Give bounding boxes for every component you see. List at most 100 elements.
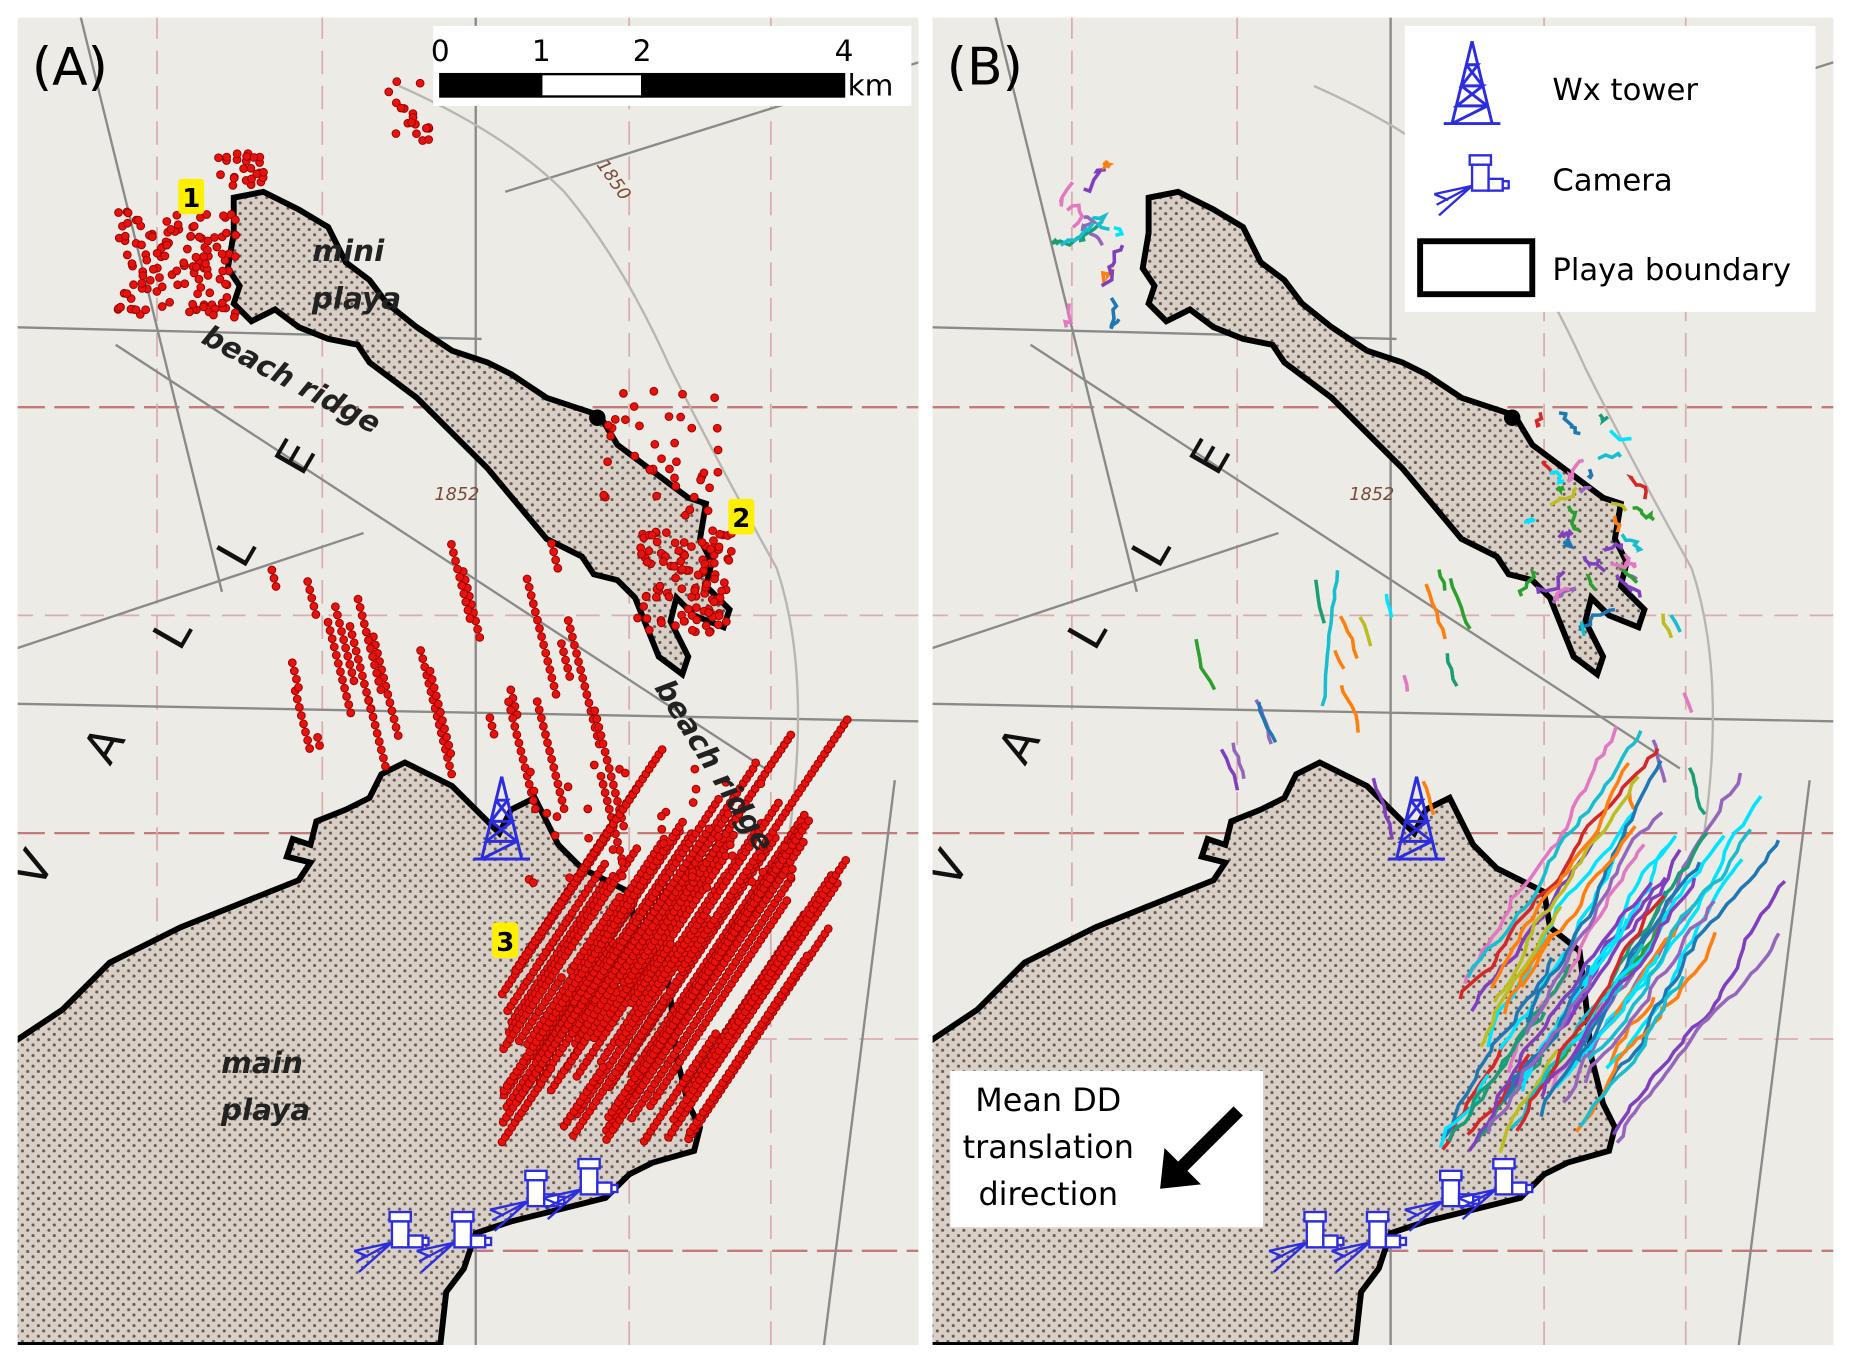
track-point: [391, 722, 401, 732]
track-point: [438, 716, 447, 725]
track-point: [568, 632, 577, 642]
track: [1651, 739, 1667, 783]
track-point: [565, 873, 574, 883]
track-point: [671, 481, 681, 491]
track: [1614, 573, 1642, 598]
track-point: [353, 594, 363, 604]
track-point: [687, 872, 697, 881]
track-point: [347, 630, 357, 639]
track-point: [445, 761, 454, 771]
track-point: [756, 779, 766, 789]
track-point: [349, 676, 359, 686]
track: [1612, 515, 1622, 533]
track-point: [709, 597, 719, 607]
track-point: [182, 244, 192, 254]
track-point: [635, 421, 644, 431]
track-point: [528, 796, 538, 805]
track-point: [376, 745, 386, 755]
track-point: [613, 837, 622, 847]
direction-arrow: [1160, 1106, 1243, 1189]
track-point: [798, 837, 808, 847]
track-point: [465, 614, 475, 623]
track-point: [713, 467, 723, 477]
track-point: [658, 557, 668, 567]
track-point: [572, 649, 581, 658]
track-point: [412, 129, 421, 139]
track-point: [271, 582, 281, 591]
track-point: [555, 787, 565, 797]
track-point: [360, 679, 369, 689]
track: [1231, 742, 1246, 780]
track-point: [692, 615, 702, 625]
track-point: [726, 546, 736, 556]
track-point: [713, 445, 723, 455]
track-point: [453, 564, 462, 574]
track-point: [370, 720, 380, 730]
track: [1502, 932, 1552, 1015]
track-point: [393, 731, 403, 740]
contour-label: 1852: [1349, 485, 1394, 505]
track-point: [374, 737, 384, 746]
scale-tick-label: 4: [835, 34, 854, 68]
track-point: [533, 615, 542, 625]
track-point: [343, 651, 353, 661]
track: [1620, 533, 1644, 553]
track-point: [407, 118, 416, 127]
track-point: [424, 135, 434, 144]
track-point: [222, 293, 232, 302]
track-point: [165, 297, 175, 307]
track-point: [232, 149, 242, 159]
track-point: [222, 228, 231, 238]
track-point: [391, 129, 401, 138]
track-point: [381, 761, 390, 771]
track-point: [561, 655, 570, 665]
track-point: [385, 698, 395, 707]
scale-segment: [641, 72, 846, 98]
track-point: [589, 760, 599, 770]
track: [1615, 932, 1781, 1144]
track: [1604, 929, 1678, 1030]
track-point: [127, 259, 137, 268]
track-point: [786, 872, 796, 882]
track-point: [355, 663, 365, 672]
track-point: [335, 618, 344, 628]
track: [1194, 638, 1217, 691]
track-point: [553, 563, 563, 573]
track: [1549, 486, 1578, 507]
track-point: [687, 542, 696, 551]
track-point: [723, 809, 733, 819]
track-point: [512, 730, 522, 740]
track: [1540, 877, 1697, 1098]
track: [1109, 297, 1121, 330]
track: [1492, 775, 1640, 1003]
track-point: [657, 824, 667, 834]
track: [1566, 505, 1581, 533]
track: [1463, 725, 1619, 985]
track-point: [714, 611, 724, 621]
track-point: [186, 231, 196, 241]
track-point: [657, 618, 666, 628]
legend-icon: [1417, 238, 1536, 298]
track: [1440, 956, 1554, 1142]
track-point: [368, 652, 377, 662]
track-point: [436, 707, 445, 717]
track-point: [309, 601, 319, 611]
track-point: [676, 412, 686, 422]
track: [1608, 831, 1709, 984]
track-point: [133, 215, 143, 225]
track-point: [598, 780, 608, 789]
track: [1610, 561, 1637, 570]
track-point: [122, 250, 132, 260]
track-point: [247, 174, 256, 184]
track: [1320, 570, 1340, 707]
track-point: [358, 671, 367, 681]
track-point: [341, 643, 351, 653]
track-point: [541, 730, 550, 739]
track-point: [699, 468, 709, 478]
track: [1579, 621, 1586, 637]
track-point: [642, 557, 652, 567]
track: [1608, 429, 1632, 442]
track-point: [359, 619, 369, 629]
track: [1078, 234, 1086, 243]
track: [1371, 777, 1395, 841]
